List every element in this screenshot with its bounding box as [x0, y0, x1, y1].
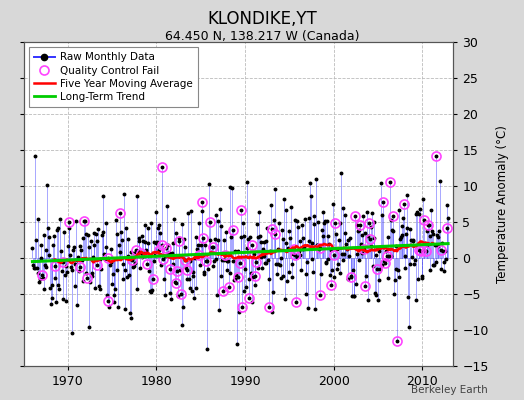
Legend: Raw Monthly Data, Quality Control Fail, Five Year Moving Average, Long-Term Tren: Raw Monthly Data, Quality Control Fail, …	[29, 47, 198, 107]
Text: 64.450 N, 138.217 W (Canada): 64.450 N, 138.217 W (Canada)	[165, 30, 359, 43]
Text: Berkeley Earth: Berkeley Earth	[411, 385, 487, 395]
Text: KLONDIKE,YT: KLONDIKE,YT	[207, 10, 317, 28]
Y-axis label: Temperature Anomaly (°C): Temperature Anomaly (°C)	[496, 125, 509, 283]
